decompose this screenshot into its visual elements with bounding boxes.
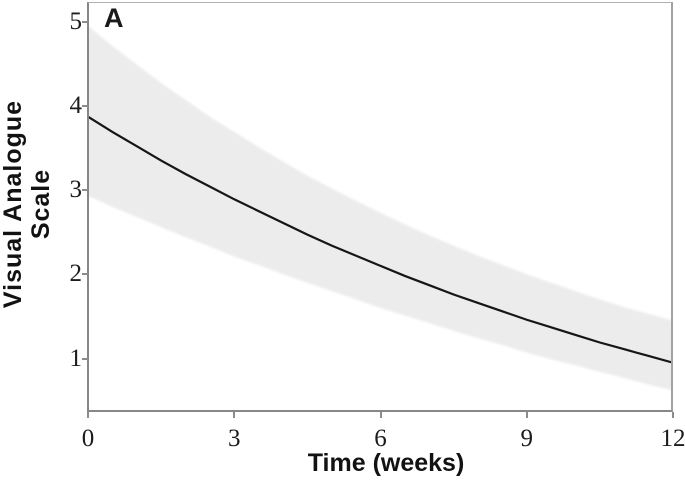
x-tick-mark [672,412,674,418]
y-tick-mark [82,357,88,360]
x-tick-label: 0 [81,425,95,452]
x-tick-label: 3 [228,425,241,452]
chart-plot-svg [88,25,673,391]
y-tick-label: 4 [69,91,83,119]
confidence-band [88,25,673,391]
plot-border [87,2,673,412]
x-tick-label: 9 [520,425,534,452]
panel-label: A [104,3,124,33]
x-tick-label: 12 [660,425,685,452]
x-tick-mark [87,412,89,418]
y-tick-label: 5 [69,7,83,35]
x-tick-mark [525,412,528,418]
y-tick-label: 2 [69,260,83,288]
y-tick-mark [82,104,88,107]
x-tick-label: 6 [374,425,387,452]
x-tick-mark [379,412,382,418]
y-tick-mark [82,20,88,23]
y-tick-mark [82,273,88,276]
y-tick-mark [82,189,88,192]
mean-line [88,115,673,364]
x-tick-mark [233,412,236,418]
x-axis-title: Time (weeks) [307,449,465,477]
y-tick-label: 1 [69,344,83,372]
y-tick-label: 3 [69,176,83,204]
